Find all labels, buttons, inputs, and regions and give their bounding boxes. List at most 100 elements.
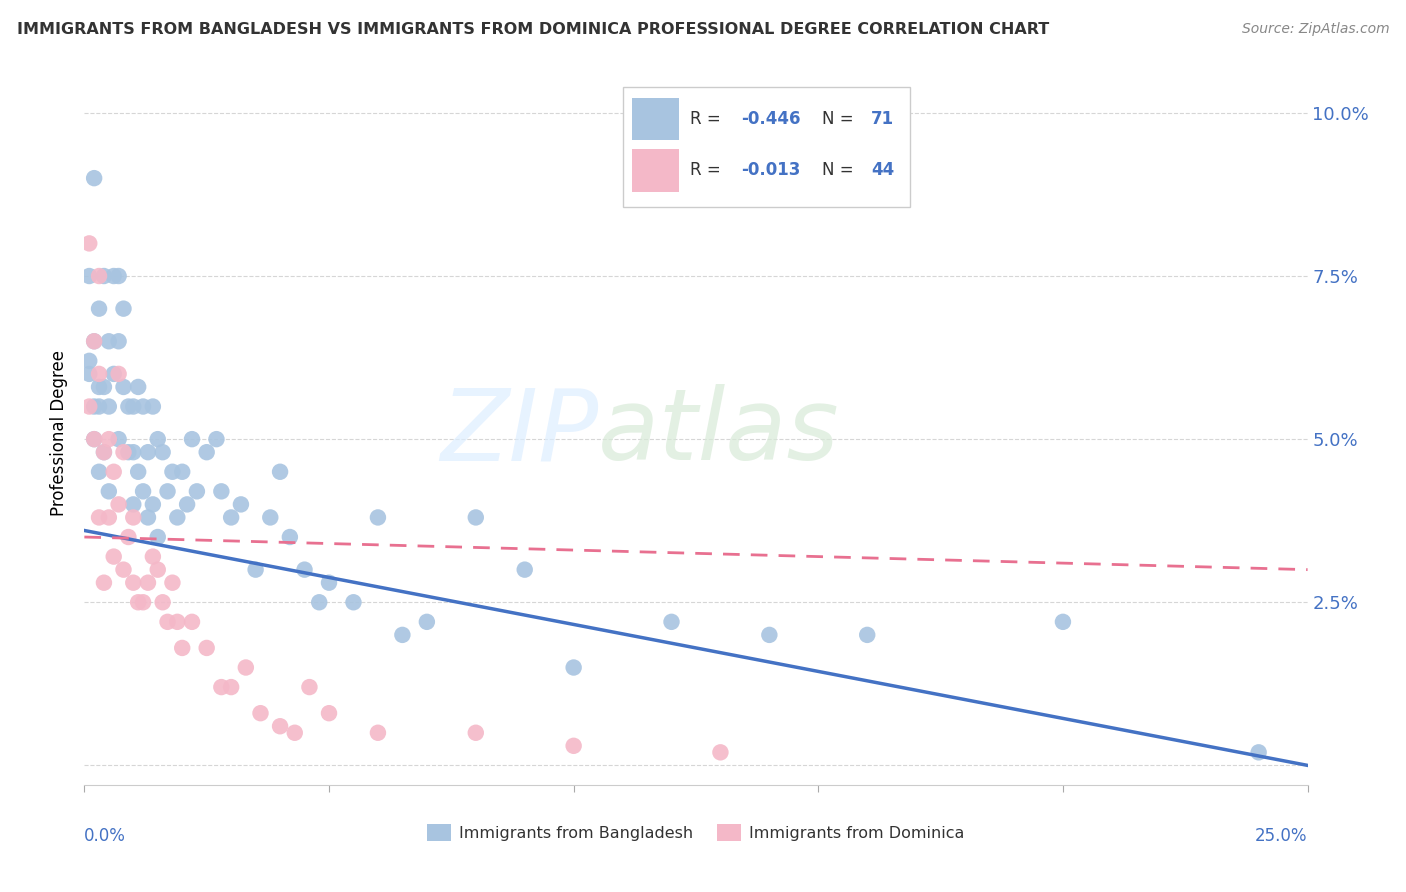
Point bbox=[181, 432, 204, 446]
Point bbox=[142, 497, 165, 511]
Point bbox=[112, 301, 135, 316]
Point bbox=[166, 510, 188, 524]
Text: atlas: atlas bbox=[598, 384, 839, 481]
FancyBboxPatch shape bbox=[623, 87, 910, 207]
Point bbox=[416, 615, 439, 629]
Point bbox=[195, 445, 218, 459]
Point bbox=[661, 615, 683, 629]
Text: N =: N = bbox=[823, 110, 859, 128]
Point bbox=[229, 497, 252, 511]
Text: 44: 44 bbox=[870, 161, 894, 179]
Text: Source: ZipAtlas.com: Source: ZipAtlas.com bbox=[1241, 22, 1389, 37]
Point bbox=[562, 739, 585, 753]
Point bbox=[249, 706, 271, 721]
Point bbox=[97, 432, 120, 446]
Point bbox=[562, 660, 585, 674]
Text: -0.013: -0.013 bbox=[741, 161, 800, 179]
Point bbox=[87, 400, 110, 414]
Point bbox=[146, 530, 169, 544]
Point bbox=[152, 595, 174, 609]
Point bbox=[97, 510, 120, 524]
Point bbox=[186, 484, 208, 499]
Text: R =: R = bbox=[690, 161, 725, 179]
Point bbox=[219, 680, 242, 694]
Point bbox=[77, 400, 100, 414]
Point bbox=[342, 595, 364, 609]
Point bbox=[83, 432, 105, 446]
Point bbox=[103, 367, 125, 381]
Bar bbox=[633, 98, 679, 140]
Point bbox=[209, 680, 232, 694]
Point bbox=[172, 465, 194, 479]
Point bbox=[146, 563, 169, 577]
Point bbox=[219, 510, 242, 524]
Point bbox=[132, 484, 155, 499]
Point bbox=[83, 334, 105, 349]
Point bbox=[103, 549, 125, 564]
Point bbox=[709, 745, 731, 759]
Point bbox=[1247, 745, 1270, 759]
Point bbox=[83, 400, 105, 414]
Point bbox=[367, 725, 389, 739]
Point bbox=[87, 301, 110, 316]
Point bbox=[294, 563, 316, 577]
Point bbox=[136, 575, 159, 590]
Point bbox=[856, 628, 879, 642]
Point bbox=[132, 595, 155, 609]
Point bbox=[77, 367, 100, 381]
Point bbox=[93, 268, 115, 283]
Text: ZIP: ZIP bbox=[440, 384, 598, 481]
Point bbox=[83, 334, 105, 349]
Point bbox=[269, 465, 291, 479]
Point bbox=[166, 615, 188, 629]
Point bbox=[464, 510, 486, 524]
Point bbox=[318, 706, 340, 721]
Point bbox=[87, 465, 110, 479]
Point bbox=[87, 380, 110, 394]
Point bbox=[259, 510, 281, 524]
Point bbox=[97, 400, 120, 414]
Point bbox=[269, 719, 291, 733]
Point bbox=[122, 510, 145, 524]
Point bbox=[117, 400, 139, 414]
Point bbox=[83, 171, 105, 186]
Point bbox=[162, 465, 184, 479]
Point bbox=[93, 575, 115, 590]
Point bbox=[107, 367, 129, 381]
Point bbox=[156, 484, 179, 499]
Point bbox=[142, 400, 165, 414]
Point bbox=[112, 563, 135, 577]
Text: -0.446: -0.446 bbox=[741, 110, 801, 128]
Legend: Immigrants from Bangladesh, Immigrants from Dominica: Immigrants from Bangladesh, Immigrants f… bbox=[420, 818, 972, 847]
Point bbox=[87, 268, 110, 283]
Point bbox=[209, 484, 232, 499]
Text: 71: 71 bbox=[870, 110, 894, 128]
Text: N =: N = bbox=[823, 161, 859, 179]
Point bbox=[112, 445, 135, 459]
Point bbox=[97, 334, 120, 349]
Point bbox=[391, 628, 413, 642]
Point bbox=[146, 432, 169, 446]
Point bbox=[162, 575, 184, 590]
Point bbox=[127, 465, 149, 479]
Point bbox=[93, 445, 115, 459]
Point bbox=[83, 432, 105, 446]
Point bbox=[176, 497, 198, 511]
Point bbox=[318, 575, 340, 590]
Point bbox=[308, 595, 330, 609]
Point bbox=[122, 445, 145, 459]
Y-axis label: Professional Degree: Professional Degree bbox=[51, 350, 69, 516]
Point bbox=[245, 563, 267, 577]
Point bbox=[107, 268, 129, 283]
Point bbox=[127, 595, 149, 609]
Point bbox=[152, 445, 174, 459]
Point bbox=[107, 334, 129, 349]
Point bbox=[142, 549, 165, 564]
Point bbox=[132, 400, 155, 414]
Point bbox=[136, 445, 159, 459]
Point bbox=[205, 432, 228, 446]
Text: 0.0%: 0.0% bbox=[84, 827, 127, 846]
Point bbox=[122, 497, 145, 511]
Bar bbox=[633, 149, 679, 192]
Point bbox=[103, 465, 125, 479]
